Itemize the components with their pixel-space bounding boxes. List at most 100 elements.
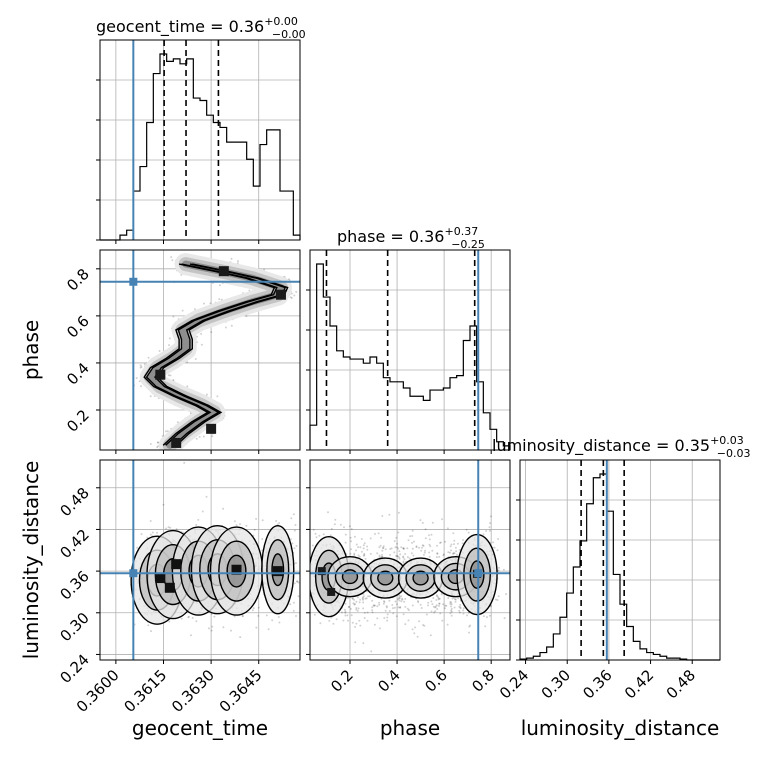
sample-point [438, 597, 441, 600]
sample-point [378, 603, 381, 606]
sample-point [434, 610, 437, 613]
sample-point [418, 546, 421, 549]
sample-point [453, 606, 456, 609]
sample-point [455, 550, 458, 553]
sample-point [230, 629, 232, 632]
sample-point [434, 606, 437, 609]
contour-line [271, 553, 285, 587]
sample-point [398, 597, 401, 600]
sample-point [348, 606, 351, 608]
x-tick-label: 0.24 [496, 666, 532, 702]
density-peak [171, 437, 182, 448]
contour-line [469, 560, 485, 589]
sample-point [428, 551, 431, 554]
sample-point [411, 535, 414, 537]
sample-point [373, 623, 376, 626]
sample-point [230, 324, 233, 327]
panel-frame [99, 39, 301, 241]
sample-point [435, 594, 438, 597]
sample-point [406, 547, 409, 550]
sample-point [222, 507, 225, 510]
sample-point [367, 595, 370, 598]
sample-point [411, 529, 414, 532]
sample-point [195, 620, 198, 623]
contour-line [143, 263, 276, 446]
panel-frame [519, 459, 721, 661]
sample-point [431, 603, 434, 606]
sample-point [452, 552, 455, 555]
sample-point [169, 526, 172, 529]
sample-point [428, 555, 431, 558]
sample-point [381, 515, 384, 517]
sample-point [484, 625, 487, 628]
sample-point [344, 611, 347, 614]
sample-point [355, 607, 358, 609]
sample-point [267, 628, 270, 631]
sample-point [454, 598, 457, 601]
sample-point [343, 526, 345, 529]
sample-point [444, 604, 447, 607]
sample-point [397, 511, 400, 514]
sample-point [381, 553, 383, 556]
sample-point [402, 561, 405, 564]
sample-point [401, 598, 404, 601]
sample-point [168, 337, 171, 340]
sample-point [430, 610, 433, 613]
panel-hist-luminosity-distance: 0.24 0.30 0.36 0.42 0.48 [496, 459, 721, 702]
sample-point [430, 600, 433, 603]
sample-point [355, 608, 358, 611]
sample-point [407, 619, 410, 622]
y-tick-label: 0.4 [63, 359, 93, 389]
sample-point [503, 617, 506, 620]
sample-point [467, 531, 470, 534]
sample-point [486, 616, 488, 619]
sample-point [181, 309, 184, 312]
sample-point [383, 601, 386, 603]
sample-point [198, 435, 201, 438]
contour-line [341, 569, 359, 585]
sample-point [422, 624, 425, 626]
sample-point [351, 597, 354, 600]
sample-point [407, 609, 410, 612]
sample-point [165, 430, 167, 433]
sample-point [377, 532, 380, 535]
sample-point [172, 315, 175, 318]
sample-point [421, 521, 424, 524]
sample-point [396, 546, 399, 549]
sample-point [397, 606, 400, 609]
sample-point [201, 510, 204, 513]
sample-point [451, 597, 454, 600]
sample-point [386, 619, 389, 622]
sample-point [196, 335, 198, 338]
sample-point [369, 537, 372, 540]
sample-point [378, 546, 381, 549]
sample-point [135, 377, 138, 379]
y-tick-label: 0.8 [63, 265, 93, 295]
sample-point [453, 539, 456, 542]
sample-point [397, 597, 400, 600]
sample-point [350, 540, 352, 543]
sample-point [218, 298, 221, 301]
panel-hist-geocent-time [96, 39, 301, 244]
sample-point [444, 540, 447, 543]
sample-point [453, 552, 456, 555]
sample-point [386, 613, 389, 616]
sample-point [362, 598, 364, 601]
panel-frame [99, 459, 301, 661]
sample-point [453, 543, 455, 546]
sample-point [186, 385, 189, 388]
sample-point [278, 621, 281, 624]
sample-point [425, 613, 428, 616]
x-tick-label: 0.42 [621, 666, 657, 702]
sample-point [322, 533, 325, 536]
sample-point [433, 611, 436, 614]
sample-point [420, 607, 423, 609]
sample-point [344, 614, 347, 617]
title-luminosity-distance: luminosity_distance = 0.35+0.03 −0.03 [492, 434, 751, 460]
sample-point [311, 544, 314, 547]
sample-point [257, 606, 260, 609]
sample-point [359, 546, 362, 549]
sample-point [422, 553, 425, 556]
sample-point [194, 308, 196, 311]
x-tick-label: 0.3630 [168, 666, 218, 716]
